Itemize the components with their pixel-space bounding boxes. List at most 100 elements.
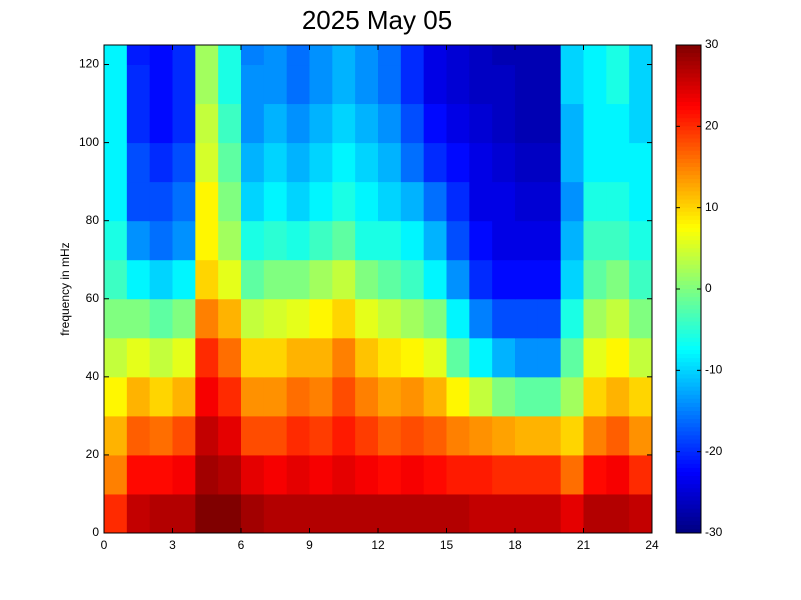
heatmap-cell [423, 64, 447, 105]
heatmap-cell [263, 181, 288, 222]
heatmap-cell [286, 415, 310, 456]
heatmap-cell [629, 493, 653, 534]
heatmap-cell [149, 142, 173, 183]
heatmap-cell [629, 220, 653, 261]
heatmap-cell [126, 298, 151, 339]
colorbar-segment [676, 488, 701, 493]
colorbar-segment [676, 154, 701, 160]
heatmap-cell [263, 454, 288, 495]
x-tick-label: 18 [508, 538, 522, 552]
heatmap-cell [606, 181, 630, 222]
heatmap-cell [332, 181, 356, 222]
heatmap-cell [241, 64, 265, 105]
heatmap-cell [446, 181, 470, 222]
heatmap-cell [560, 64, 584, 105]
colorbar-segment [676, 232, 701, 237]
colorbar-segment [676, 516, 701, 522]
heatmap-cell [423, 376, 447, 417]
colorbar-segment [676, 313, 701, 318]
colorbar-segment [676, 390, 701, 396]
heatmap-cell [286, 376, 310, 417]
heatmap-cell [263, 259, 288, 300]
heatmap-cell [378, 220, 402, 261]
colorbar-segment [676, 175, 701, 180]
heatmap-cell [492, 376, 516, 417]
heatmap-cell [629, 259, 653, 300]
colorbar-segment [676, 114, 701, 119]
heatmap-cell [309, 493, 333, 534]
colorbar-segment [676, 146, 701, 152]
heatmap-cell [286, 64, 310, 105]
heatmap-cell [104, 45, 128, 66]
heatmap-cell [172, 220, 196, 261]
y-tick-label: 60 [86, 291, 100, 305]
heatmap-cell [172, 415, 196, 456]
heatmap-cell [378, 45, 402, 66]
heatmap-cell [104, 376, 128, 417]
colorbar-segment [676, 402, 701, 408]
y-tick-label: 120 [79, 57, 99, 71]
heatmap-cell [126, 415, 151, 456]
colorbar-segment [676, 248, 701, 253]
heatmap-cell [629, 376, 653, 417]
heatmap-cell [378, 142, 402, 183]
colorbar-segment [676, 504, 701, 510]
colorbar-segment [676, 362, 701, 367]
heatmap-cell [469, 298, 493, 339]
heatmap-cell [423, 493, 447, 534]
colorbar-segment [676, 366, 701, 371]
colorbar-segment [676, 191, 701, 196]
heatmap-cell [515, 103, 539, 144]
heatmap-cell [515, 376, 539, 417]
heatmap-cell [537, 220, 562, 261]
colorbar-segment [676, 508, 701, 514]
colorbar-segment [676, 219, 701, 225]
heatmap-cell [492, 415, 516, 456]
colorbar-segment [676, 162, 701, 168]
heatmap-cell [218, 220, 242, 261]
heatmap-cell [400, 259, 425, 300]
heatmap-cell [263, 298, 288, 339]
heatmap-cell [195, 142, 219, 183]
heatmap-cell [537, 45, 562, 66]
colorbar-segment [676, 280, 701, 286]
heatmap-cell [355, 259, 379, 300]
heatmap-cell [469, 64, 493, 105]
colorbar-segment [676, 370, 701, 375]
heatmap-cell [446, 415, 470, 456]
heatmap-cell [286, 259, 310, 300]
heatmap-cell [355, 376, 379, 417]
colorbar-segment [676, 512, 701, 518]
heatmap-cell [583, 64, 607, 105]
heatmap-cell [332, 376, 356, 417]
heatmap-cell [332, 337, 356, 378]
heatmap-cell [263, 103, 288, 144]
colorbar-segment [676, 183, 701, 188]
colorbar-segment [676, 386, 701, 392]
heatmap-cell [606, 454, 630, 495]
heatmap-cell [195, 103, 219, 144]
heatmap-cell [104, 415, 128, 456]
colorbar-segment [676, 492, 701, 497]
heatmap-cell [263, 220, 288, 261]
heatmap-cell [195, 376, 219, 417]
colorbar-segment [676, 447, 701, 453]
heatmap-cell [195, 181, 219, 222]
heatmap-cell [241, 45, 265, 66]
heatmap-cell [583, 493, 607, 534]
heatmap-cell [560, 142, 584, 183]
heatmap-cell [378, 337, 402, 378]
heatmap-cell [446, 142, 470, 183]
heatmap-cell [355, 493, 379, 534]
heatmap-cell [606, 376, 630, 417]
colorbar-segment [676, 467, 701, 473]
colorbar-segment [676, 45, 701, 50]
heatmap-cell [241, 454, 265, 495]
heatmap-cell [195, 64, 219, 105]
heatmap-cell [469, 45, 493, 66]
colorbar-segment [676, 333, 701, 339]
colorbar-segment [676, 382, 701, 388]
heatmap-cell [446, 259, 470, 300]
heatmap-cell [104, 298, 128, 339]
heatmap-cell [400, 415, 425, 456]
